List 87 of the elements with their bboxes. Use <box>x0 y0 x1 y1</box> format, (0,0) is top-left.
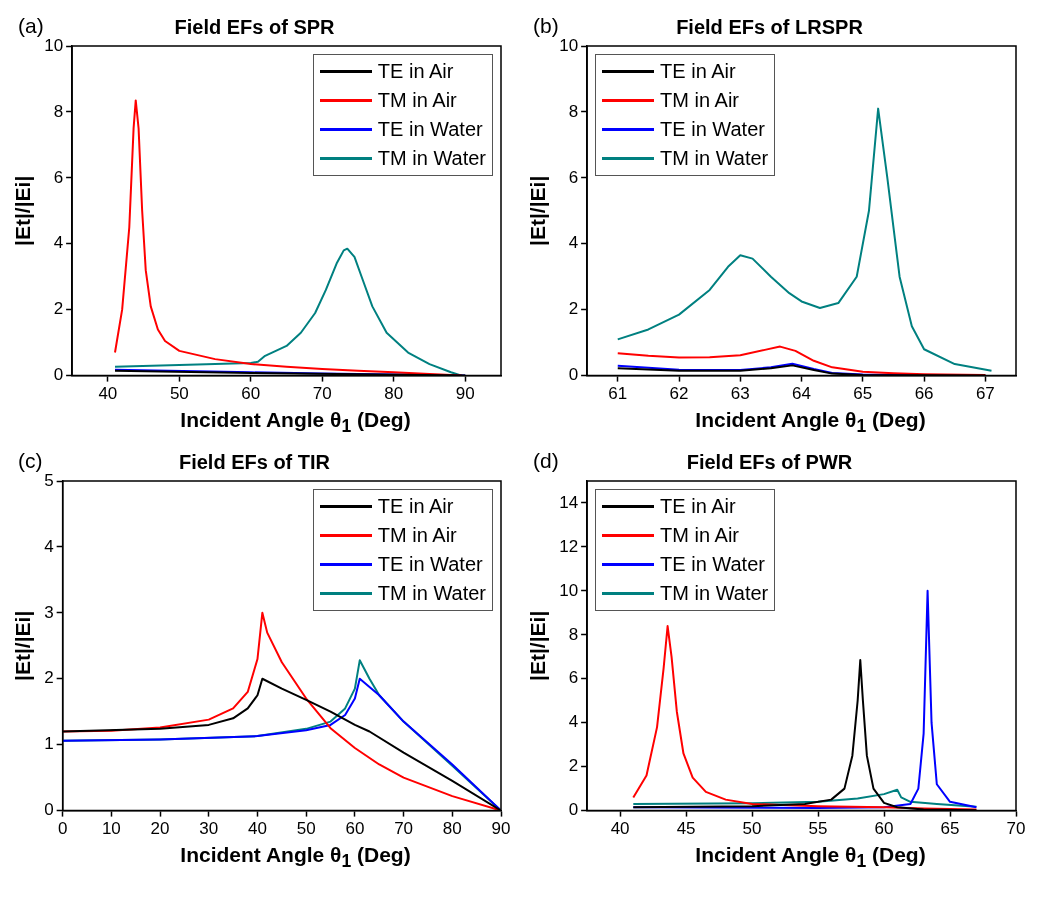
y-axis-title: |Et|/|Ei| <box>11 610 35 682</box>
legend-label: TM in Air <box>660 523 739 549</box>
text: (b) <box>533 14 559 38</box>
text: (c) <box>18 449 43 474</box>
x-axis-title: Incident Angle θ$_{1}$ (Deg) <box>179 408 412 438</box>
y-tick-label: 0 <box>53 365 64 385</box>
x-tick-label: 50 <box>296 819 316 839</box>
y-tick-label: 2 <box>568 756 579 776</box>
x-tick-label: 70 <box>312 384 332 404</box>
x-tick-label: 65 <box>853 384 873 404</box>
y-tick-label: 10 <box>44 35 64 55</box>
y-tick-label: 10 <box>559 580 579 600</box>
x-tick-label: 40 <box>98 384 118 404</box>
legend-label: TE in Water <box>377 552 483 578</box>
chart-title: Field EFs of PWR <box>686 450 853 473</box>
legend-label: TE in Water <box>660 117 765 142</box>
y-tick-label: 12 <box>559 536 579 556</box>
y-tick-label: 2 <box>568 299 579 319</box>
x-tick-label: 70 <box>394 819 414 839</box>
y-tick-label: 0 <box>44 800 54 820</box>
x-tick-label: 65 <box>940 819 960 839</box>
y-tick-label: 2 <box>53 299 64 319</box>
x-tick-label: 55 <box>808 819 828 839</box>
y-tick-label: 4 <box>44 536 54 556</box>
y-tick-label: 4 <box>568 233 579 253</box>
y-tick-label: 8 <box>568 101 579 121</box>
x-tick-label: 90 <box>455 384 475 404</box>
y-tick-label: 8 <box>53 101 64 121</box>
x-tick-label: 60 <box>874 819 894 839</box>
y-tick-label: 8 <box>568 624 579 644</box>
y-axis-title: |Et|/|Ei| <box>526 610 550 682</box>
legend-label: TM in Water <box>377 581 486 607</box>
x-tick-label: 63 <box>730 384 750 404</box>
y-tick-label: 4 <box>53 233 64 253</box>
x-tick-label: 45 <box>676 819 696 839</box>
y-tick-label: 4 <box>568 712 579 732</box>
text: (d) <box>533 449 559 474</box>
legend-label: TE in Air <box>377 494 454 520</box>
text: (a) <box>18 14 44 38</box>
y-tick-label: 5 <box>44 470 54 490</box>
chart-title: Field EFs of TIR <box>178 450 331 473</box>
legend-label: TE in Air <box>660 59 736 84</box>
x-axis-title: Incident Angle θ$_{1}$ (Deg) <box>694 408 927 438</box>
x-axis-title: Incident Angle θ$_{1}$ (Deg) <box>179 843 412 873</box>
x-tick-label: 62 <box>669 384 689 404</box>
x-axis-title: Incident Angle θ$_{1}$ (Deg) <box>694 843 927 873</box>
x-tick-label: 64 <box>792 384 812 404</box>
x-tick-label: 66 <box>914 384 934 404</box>
x-tick-label: 50 <box>742 819 762 839</box>
x-tick-label: 67 <box>975 384 995 404</box>
x-tick-label: 80 <box>384 384 404 404</box>
y-axis-title: |Et|/|Ei| <box>526 175 550 246</box>
y-tick-label: 3 <box>44 602 54 622</box>
y-tick-label: 6 <box>53 167 64 187</box>
y-tick-label: 2 <box>44 668 54 688</box>
legend-label: TM in Water <box>660 581 769 607</box>
x-tick-label: 20 <box>150 819 170 839</box>
y-tick-label: 14 <box>559 492 579 512</box>
y-tick-label: 6 <box>568 668 579 688</box>
legend-label: TM in Air <box>377 88 457 113</box>
x-tick-label: 60 <box>345 819 365 839</box>
legend-label: TE in Air <box>660 494 736 520</box>
legend-label: TM in Water <box>377 146 486 171</box>
x-tick-label: 40 <box>610 819 630 839</box>
y-tick-label: 6 <box>568 167 579 187</box>
y-tick-label: 1 <box>44 734 54 754</box>
legend-label: TE in Water <box>660 552 765 578</box>
legend-label: TM in Air <box>377 523 457 549</box>
x-tick-label: 10 <box>101 819 121 839</box>
y-axis-title: |Et|/|Ei| <box>11 175 35 246</box>
legend-label: TM in Air <box>660 88 739 113</box>
y-tick-label: 0 <box>568 365 579 385</box>
x-tick-label: 80 <box>442 819 462 839</box>
x-tick-label: 40 <box>248 819 267 839</box>
legend-label: TE in Water <box>377 117 483 142</box>
x-tick-label: 50 <box>169 384 189 404</box>
y-tick-label: 10 <box>559 35 579 55</box>
chart-title: Field EFs of SPR <box>174 15 336 38</box>
x-tick-label: 30 <box>199 819 219 839</box>
legend-label: TE in Air <box>377 59 454 84</box>
x-tick-label: 60 <box>241 384 261 404</box>
x-tick-label: 90 <box>491 819 511 839</box>
x-tick-label: 70 <box>1006 819 1026 839</box>
x-tick-label: 61 <box>608 384 628 404</box>
legend-label: TM in Water <box>660 146 769 171</box>
y-tick-label: 0 <box>568 800 579 820</box>
chart-title: Field EFs of LRSPR <box>676 15 864 38</box>
